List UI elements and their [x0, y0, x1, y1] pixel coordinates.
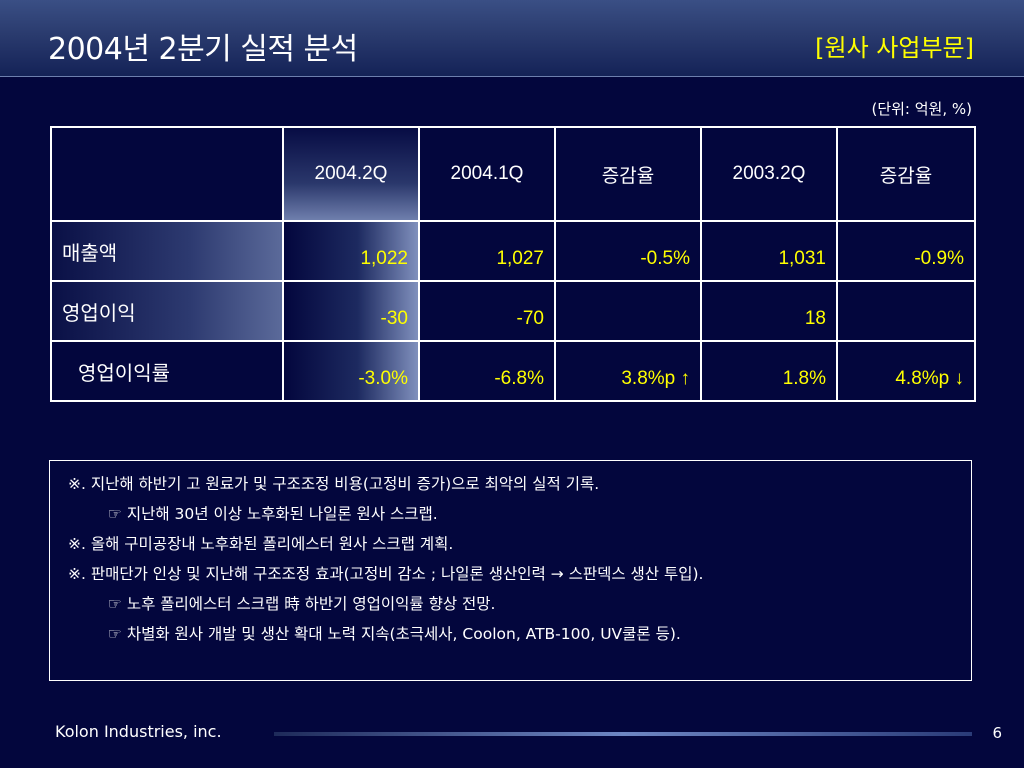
table-header-row: 2004.2Q 2004.1Q 증감율 2003.2Q 증감율	[50, 126, 976, 222]
row-label-operating-profit: 영업이익	[50, 280, 284, 342]
header-cell-change-2: 증감율	[836, 126, 976, 222]
header-cell-change-1: 증감율	[554, 126, 702, 222]
header-cell-2004-2q: 2004.2Q	[282, 126, 420, 222]
table-cell: 1.8%	[700, 340, 838, 402]
notes-box: ※. 지난해 하반기 고 원료가 및 구조조정 비용(고정비 증가)으로 최악의…	[49, 460, 972, 681]
note-item: ※. 올해 구미공장내 노후화된 폴리에스터 원사 스크랩 계획.	[68, 535, 454, 553]
note-subitem: ☞ 노후 폴리에스터 스크랩 時 하반기 영업이익률 향상 전망.	[108, 595, 496, 613]
header-cell-2004-1q: 2004.1Q	[418, 126, 556, 222]
note-item: ※. 지난해 하반기 고 원료가 및 구조조정 비용(고정비 증가)으로 최악의…	[68, 475, 600, 493]
note-item: ※. 판매단가 인상 및 지난해 구조조정 효과(고정비 감소 ; 나일론 생산…	[68, 565, 704, 583]
table-cell	[836, 280, 976, 342]
header-corner-cell	[50, 126, 284, 222]
slide-header: 2004년 2분기 실적 분석 [원사 사업부문]	[0, 0, 1024, 77]
table-cell	[554, 280, 702, 342]
table-cell: 1,027	[418, 220, 556, 282]
table-cell: 18	[700, 280, 838, 342]
table-cell: 4.8%p ↓	[836, 340, 976, 402]
note-subitem: ☞ 지난해 30년 이상 노후화된 나일론 원사 스크랩.	[108, 505, 438, 523]
table-cell: -0.9%	[836, 220, 976, 282]
table-cell: -0.5%	[554, 220, 702, 282]
table-cell: -3.0%	[282, 340, 420, 402]
financial-table: 2004.2Q 2004.1Q 증감율 2003.2Q 증감율 매출액 1,02…	[50, 126, 976, 402]
row-label-revenue: 매출액	[50, 220, 284, 282]
table-cell: -30	[282, 280, 420, 342]
page-number: 6	[992, 724, 1002, 742]
table-cell: 1,031	[700, 220, 838, 282]
footer-divider	[274, 732, 972, 736]
slide-title: 2004년 2분기 실적 분석	[48, 32, 358, 67]
table-cell: 1,022	[282, 220, 420, 282]
note-subitem: ☞ 차별화 원사 개발 및 생산 확대 노력 지속(초극세사, Coolon, …	[108, 625, 681, 643]
unit-note: (단위: 억원, %)	[871, 100, 972, 118]
row-label-operating-margin: 영업이익률	[50, 340, 284, 402]
table-row: 매출액 1,022 1,027 -0.5% 1,031 -0.9%	[50, 220, 976, 282]
table-cell: -6.8%	[418, 340, 556, 402]
slide-subtitle: [원사 사업부문]	[815, 34, 974, 62]
table-cell: -70	[418, 280, 556, 342]
table-cell: 3.8%p ↑	[554, 340, 702, 402]
table-row: 영업이익률 -3.0% -6.8% 3.8%p ↑ 1.8% 4.8%p ↓	[50, 340, 976, 402]
table-row: 영업이익 -30 -70 18	[50, 280, 976, 342]
company-name: Kolon Industries, inc.	[55, 722, 222, 741]
header-cell-2003-2q: 2003.2Q	[700, 126, 838, 222]
